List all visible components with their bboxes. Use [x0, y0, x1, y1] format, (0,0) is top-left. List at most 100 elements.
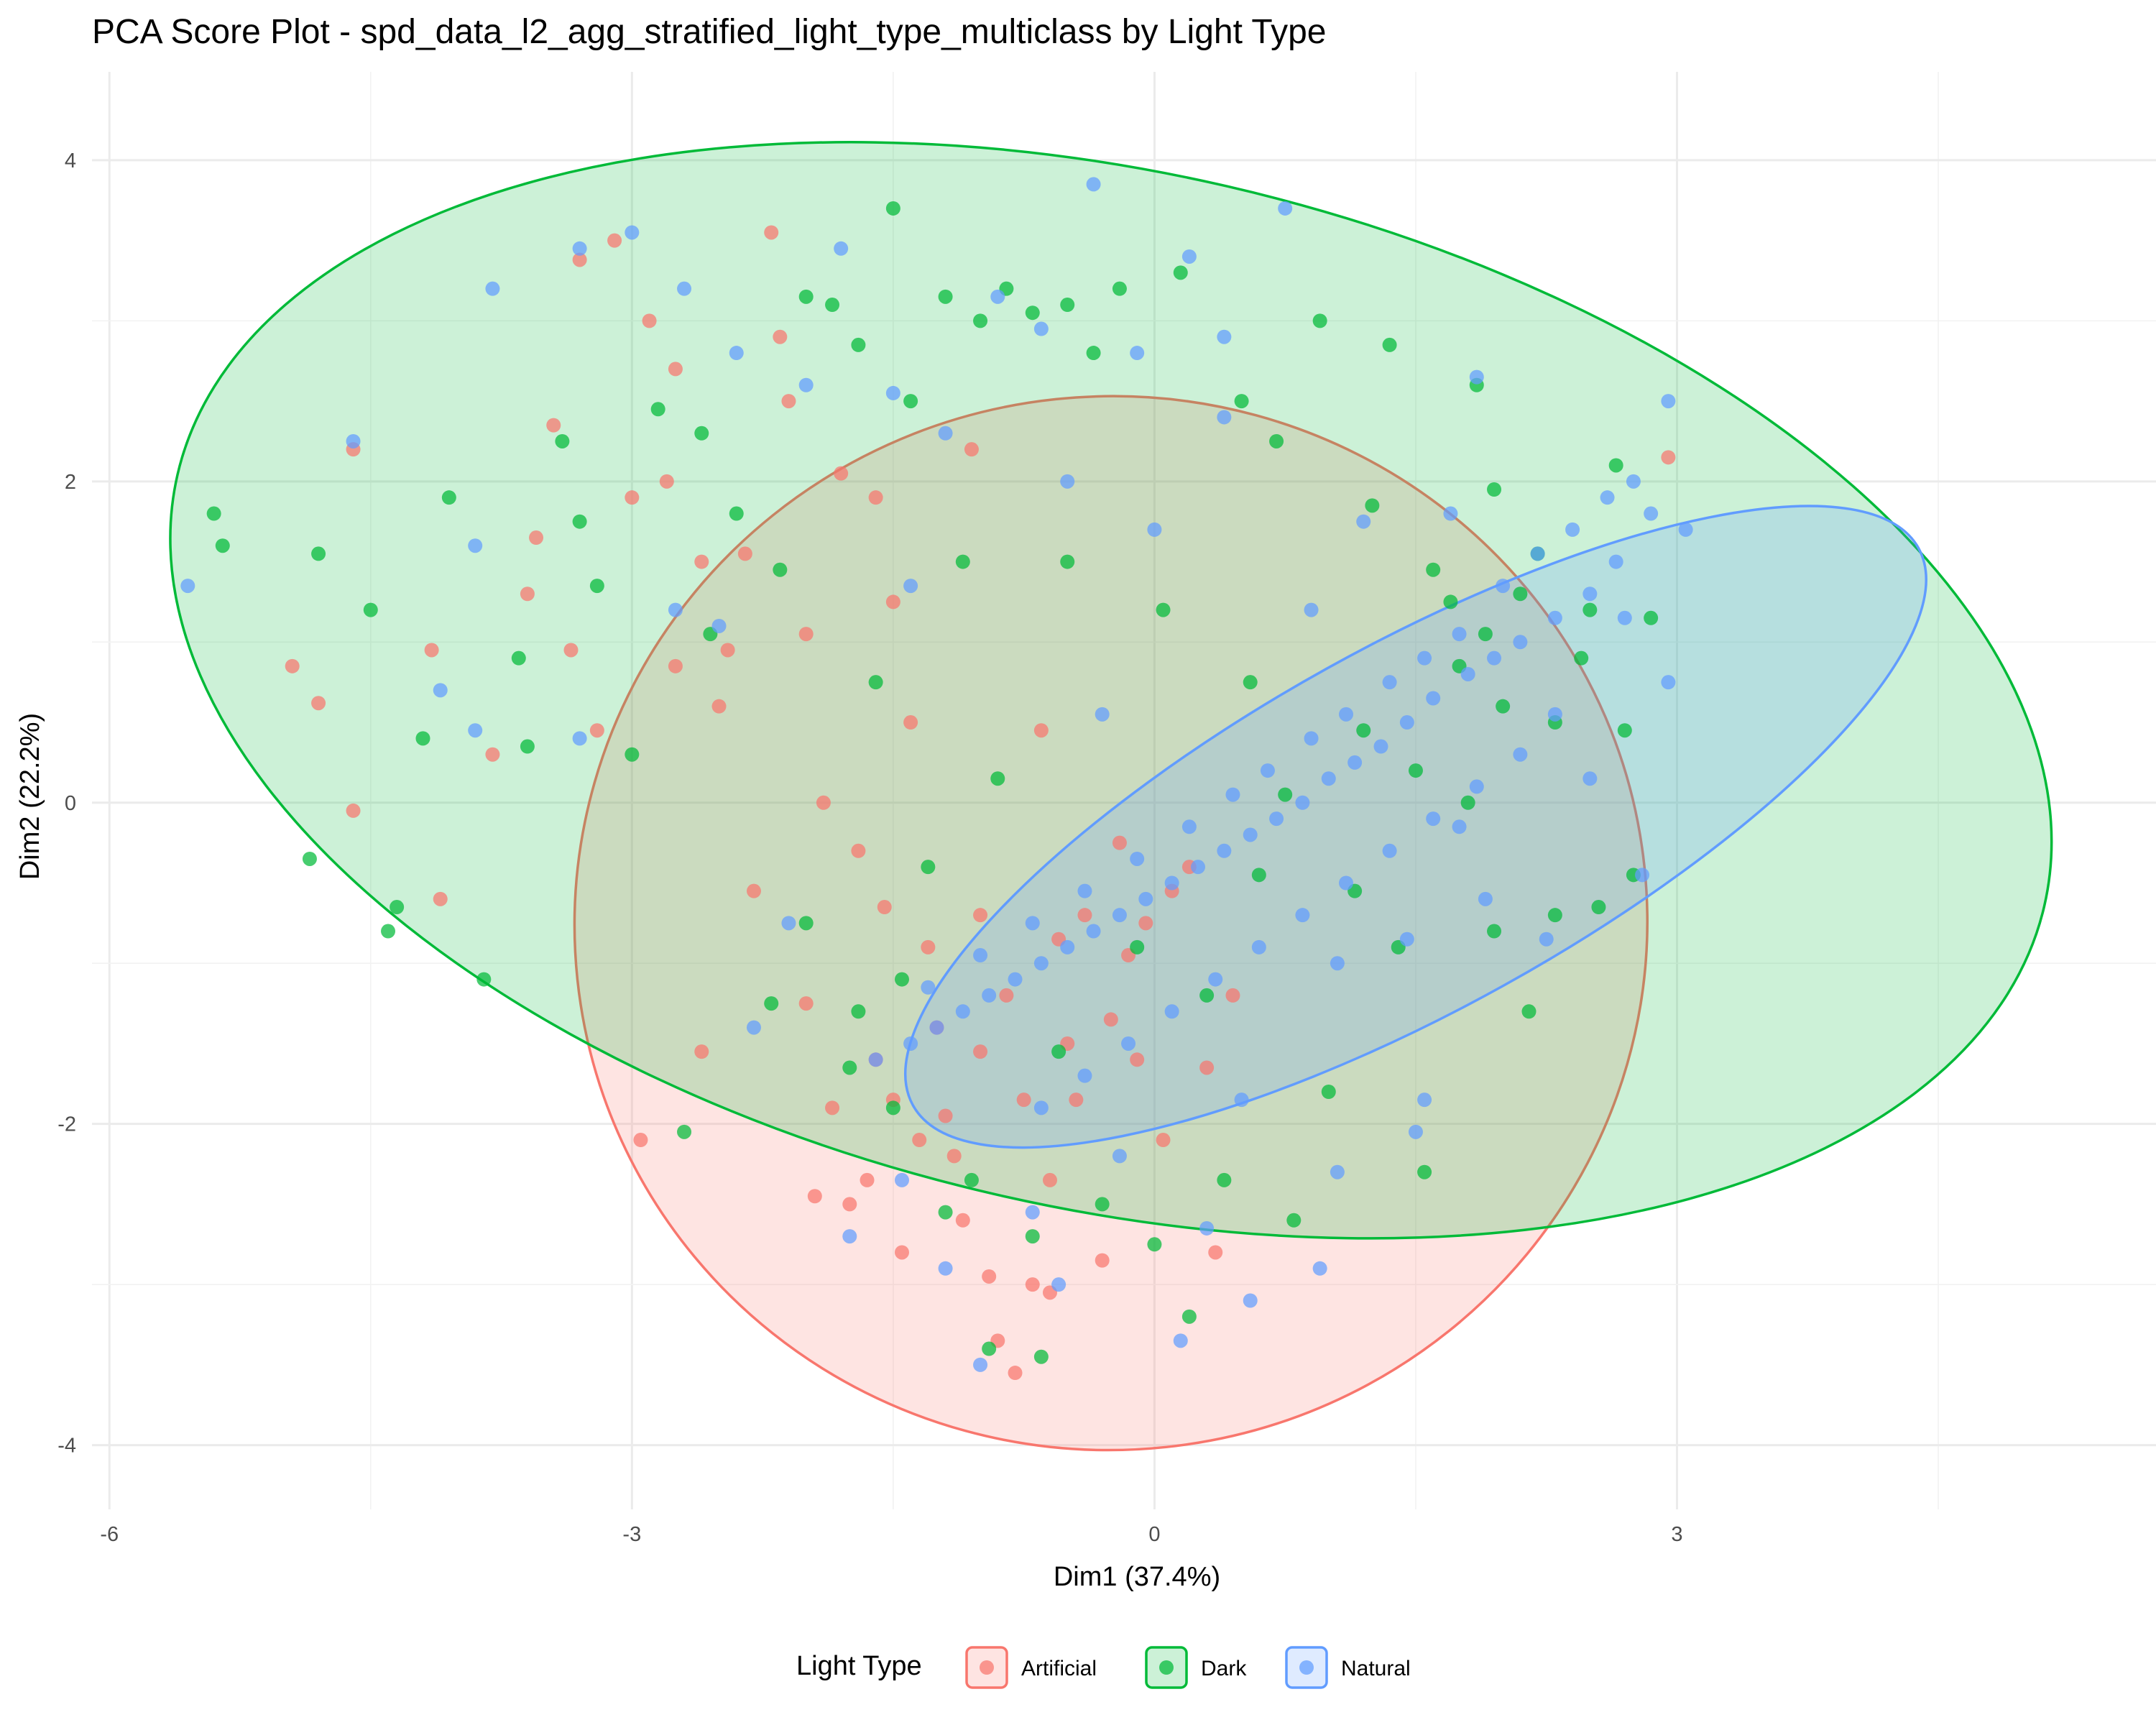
point-dark	[441, 490, 456, 505]
point-artificial	[946, 1149, 962, 1164]
point-natural	[1469, 369, 1484, 385]
point-dark	[1130, 939, 1145, 954]
point-natural	[1025, 916, 1040, 931]
point-dark	[625, 747, 640, 762]
point-dark	[990, 771, 1005, 786]
point-artificial	[668, 658, 683, 673]
series-natural	[180, 177, 1693, 1372]
point-natural	[1164, 875, 1179, 891]
point-dark	[363, 602, 378, 617]
point-dark	[1321, 1084, 1336, 1099]
point-dark	[868, 675, 883, 690]
point-artificial	[1661, 450, 1676, 465]
point-artificial	[1112, 835, 1127, 850]
point-natural	[1112, 908, 1127, 923]
point-dark	[1460, 795, 1475, 810]
point-natural	[1051, 1277, 1067, 1292]
point-artificial	[668, 362, 683, 377]
point-natural	[1147, 522, 1162, 537]
point-artificial	[781, 394, 796, 409]
point-dark	[1426, 562, 1441, 577]
point-artificial	[868, 490, 883, 505]
point-natural	[468, 538, 483, 553]
point-dark	[1269, 433, 1284, 448]
point-dark	[851, 1004, 866, 1019]
point-natural	[346, 433, 361, 448]
point-dark	[903, 394, 918, 409]
point-natural	[1626, 474, 1641, 489]
point-natural	[929, 1020, 944, 1035]
x-tick-label: -6	[100, 1523, 119, 1546]
point-natural	[1033, 956, 1049, 971]
point-dark	[1243, 675, 1258, 690]
point-natural	[894, 1172, 909, 1187]
point-dark	[885, 201, 900, 216]
legend-label-artificial: Artificial	[1021, 1657, 1097, 1680]
point-artificial	[1130, 1052, 1145, 1067]
legend-marker-artificial	[980, 1660, 994, 1675]
x-tick-label: 0	[1148, 1523, 1160, 1546]
point-artificial	[737, 546, 752, 561]
point-artificial	[642, 313, 657, 328]
point-natural	[1417, 650, 1432, 666]
point-dark	[1173, 265, 1188, 280]
point-artificial	[433, 891, 448, 906]
point-dark	[572, 514, 587, 529]
point-dark	[694, 426, 709, 441]
point-natural	[711, 618, 727, 633]
point-layer	[180, 177, 1693, 1381]
point-artificial	[851, 843, 866, 858]
point-artificial	[520, 586, 535, 602]
point-natural	[1678, 522, 1693, 537]
point-dark	[1521, 1004, 1537, 1019]
point-artificial	[807, 1189, 822, 1204]
point-dark	[729, 506, 744, 521]
point-natural	[1234, 1092, 1249, 1108]
point-dark	[311, 546, 326, 561]
point-natural	[1033, 321, 1049, 336]
point-natural	[1173, 1333, 1188, 1348]
point-natural	[1513, 747, 1528, 762]
point-natural	[1077, 1068, 1092, 1083]
point-natural	[468, 723, 483, 738]
point-natural	[1583, 771, 1598, 786]
point-natural	[1025, 1205, 1040, 1220]
point-artificial	[485, 747, 500, 762]
point-natural	[798, 377, 814, 392]
point-natural	[990, 289, 1005, 304]
point-dark	[1547, 908, 1562, 923]
point-dark	[982, 1341, 997, 1356]
point-natural	[677, 281, 692, 296]
point-natural	[1600, 490, 1615, 505]
point-natural	[903, 1036, 918, 1051]
point-dark	[381, 924, 396, 939]
point-artificial	[720, 643, 735, 658]
point-artificial	[798, 627, 814, 642]
point-natural	[1547, 707, 1562, 722]
legend-entries: Artificial Dark Natural	[965, 1646, 1411, 1689]
point-natural	[1243, 827, 1258, 842]
legend-marker-dark	[1159, 1660, 1174, 1675]
point-dark	[1086, 346, 1101, 361]
point-natural	[1181, 819, 1197, 834]
point-artificial	[659, 474, 674, 489]
point-natural	[1121, 1036, 1136, 1051]
point-natural	[973, 1357, 988, 1372]
point-artificial	[285, 658, 300, 673]
y-tick-label: -4	[57, 1435, 76, 1458]
point-natural	[1060, 474, 1075, 489]
point-dark	[1608, 458, 1623, 473]
point-dark	[1033, 1349, 1049, 1364]
x-axis-title: Dim1 (37.4%)	[1054, 1562, 1220, 1592]
point-natural	[1295, 795, 1310, 810]
point-natural	[746, 1020, 761, 1035]
point-natural	[1443, 506, 1458, 521]
point-natural	[1617, 610, 1632, 625]
point-dark	[650, 402, 665, 417]
point-natural	[955, 1004, 970, 1019]
point-artificial	[921, 939, 936, 954]
point-artificial	[825, 1100, 840, 1116]
x-tick-label: 3	[1671, 1523, 1682, 1546]
point-dark	[206, 506, 221, 521]
